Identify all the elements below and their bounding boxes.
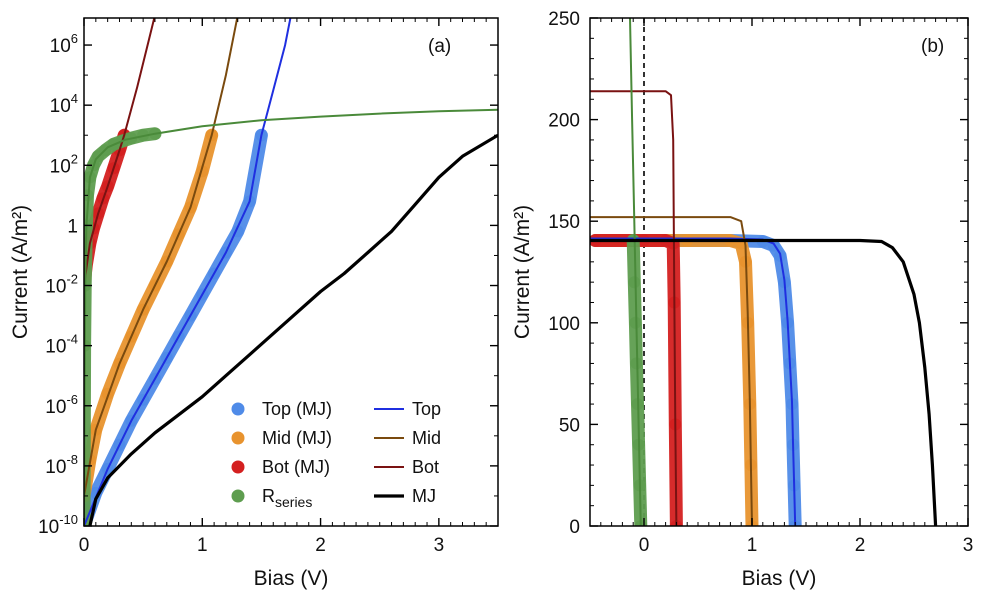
panel-b-series-top-mj-markers <box>590 234 802 526</box>
panel-a-ytick-label: 106 <box>50 31 78 57</box>
legend-label: Top (MJ) <box>262 399 332 419</box>
panel-a-ytick-label: 102 <box>50 151 78 177</box>
panel-a-ytick-label: 1 <box>67 216 78 237</box>
panel-b-ytick-label: 150 <box>548 212 580 233</box>
legend-item-bot-mj: Bot (MJ) <box>231 457 330 477</box>
panel-b-xlabel: Bias (V) <box>742 567 817 590</box>
panel-a-ytick-label: 10-10 <box>38 512 78 538</box>
panel-b-label: (b) <box>921 36 944 57</box>
panel-a-xtick-label: 2 <box>315 535 326 556</box>
panel-b-series-top-line <box>590 237 797 526</box>
legend-item-top: Top <box>374 399 441 419</box>
legend-item-mj: MJ <box>374 486 436 506</box>
panel-a-xtick-label: 3 <box>434 535 445 556</box>
panel-a-series-r-series-markers <box>84 127 162 526</box>
legend-label: Mid (MJ) <box>262 428 332 448</box>
legend-item-top-mj: Top (MJ) <box>231 399 332 419</box>
legend-label: Mid <box>412 428 441 448</box>
panel-a-ticks: 0 1 2 3 10-10 10-8 10-6 10-4 10-2 1 102 104 106 <box>38 18 499 556</box>
panel-b-ytick-label: 0 <box>569 517 580 538</box>
panel-b: 0 1 2 3 0 50 100 150 200 250 (b) Bias (V) Current… <box>511 9 973 590</box>
panel-b-ytick-label: 250 <box>548 9 580 30</box>
panel-b-xtick-label: 1 <box>747 535 758 556</box>
panel-a-series-top-line <box>84 18 292 526</box>
panel-b-xtick-label: 2 <box>855 535 866 556</box>
panel-b-point-r-series <box>628 276 641 289</box>
panel-a-series <box>84 18 498 526</box>
panel-b-ytick-label: 50 <box>559 415 580 436</box>
panel-a-ytick-label: 10-2 <box>45 272 78 298</box>
legend-marker <box>231 489 245 503</box>
panel-b-ticks: 0 1 2 3 0 50 100 150 200 250 <box>548 9 973 556</box>
panel-a-label: (a) <box>428 36 451 57</box>
legend-label: MJ <box>412 486 436 506</box>
legend-marker <box>231 402 245 416</box>
panel-b-series <box>590 18 938 526</box>
legend-item-mid: Mid <box>374 428 441 448</box>
panel-a-ytick-label: 10-8 <box>45 452 78 478</box>
legend-marker <box>231 431 245 445</box>
panel-b-xtick-label: 0 <box>639 535 650 556</box>
legend-label: Rseries <box>262 486 312 510</box>
panel-a-frame <box>83 17 499 527</box>
panel-b-ylabel: Current (A/m²) <box>511 205 534 339</box>
panel-b-frame <box>589 17 969 527</box>
panel-a-series-r-series-line <box>84 108 498 526</box>
panel-b-ytick-label: 200 <box>548 111 580 132</box>
panel-a-series-mid-line <box>84 18 239 497</box>
panel-b-series-bot-line <box>590 90 678 526</box>
panel-b-series-top-mj-band <box>590 234 802 526</box>
panel-a-series-mj-line <box>88 133 498 526</box>
panel-a-ytick-label: 10-4 <box>45 332 78 358</box>
legend-item-bot: Bot <box>374 457 439 477</box>
panel-a-ytick-label: 10-6 <box>45 392 78 418</box>
legend-item-mid-mj: Mid (MJ) <box>231 428 332 448</box>
legend: Top (MJ) Mid (MJ) Bot (MJ) Rseries Top Mid Bot… <box>231 399 441 510</box>
panel-a-ylabel: Current (A/m²) <box>9 205 32 339</box>
panel-a-xtick-label: 0 <box>79 535 90 556</box>
panel-a-xtick-label: 1 <box>197 535 208 556</box>
legend-label: Top <box>412 399 441 419</box>
panel-b-xtick-label: 3 <box>963 535 974 556</box>
panel-b-ytick-label: 100 <box>548 314 580 335</box>
legend-item-rseries: Rseries <box>231 486 312 510</box>
legend-marker <box>231 460 245 474</box>
panel-a-series-bot-line <box>84 18 156 286</box>
panel-a-xlabel: Bias (V) <box>254 567 329 590</box>
panel-b-series-mj-line <box>590 238 938 526</box>
panel-b-series-r-series-line <box>629 18 642 526</box>
legend-label: Bot (MJ) <box>262 457 330 477</box>
legend-label: Bot <box>412 457 439 477</box>
panel-a-ytick-label: 104 <box>50 91 78 117</box>
